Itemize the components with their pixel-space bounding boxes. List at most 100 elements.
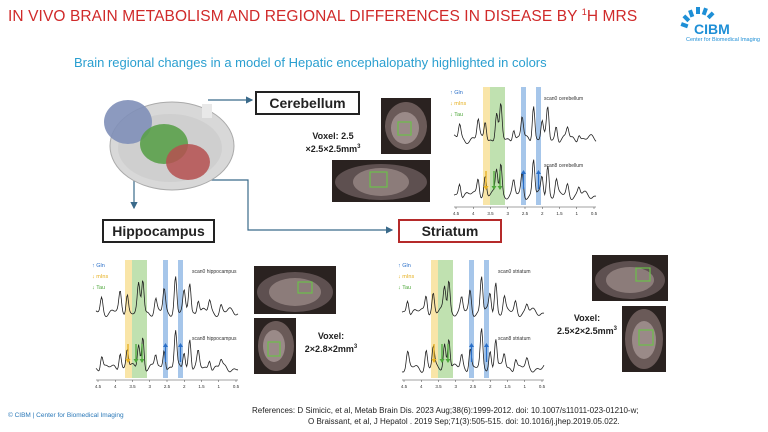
change-arrow [497,171,503,190]
hippocampus-voxel-line1: Voxel: [317,331,345,341]
hippocampus-sagittal-mri-image [254,318,296,374]
cerebellum-voxel-line1: Voxel: 2.5 [312,131,354,141]
change-arrow [536,170,541,189]
x-tick-label: 4 [472,211,475,216]
references: References: D Simicic, et al, Metab Brai… [252,405,639,427]
x-tick-label: 4 [114,384,117,389]
x-tick-label: 2.5 [522,211,529,216]
title-superscript: 1 [581,7,587,17]
striatum-coronal-mri-image [592,255,668,301]
striatum-sagittal-mri-image [622,306,666,372]
x-tick-label: 3.5 [435,384,442,389]
mins-band [125,260,132,378]
mins-band [483,87,490,205]
x-tick-label: 1 [217,384,220,389]
change-arrow [133,344,139,363]
x-tick-label: 3 [148,384,151,389]
striatum-label-box: Striatum [398,219,502,243]
x-tick-label: 1 [523,384,526,389]
hippocampus-legend-gln: ↑ Gln [92,263,105,269]
x-tick-label: 0.5 [233,384,240,389]
change-arrow [163,343,168,362]
x-tick-label: 3.5 [129,384,136,389]
x-tick-label: 4.5 [453,211,460,216]
hippocampus-voxel-line2: 2×2.8×2mm [304,344,354,354]
title-end: H MRS [586,8,638,26]
slide-subtitle: Brain regional changes in a model of Hep… [74,55,547,70]
x-tick-label: 3 [454,384,457,389]
x-tick-label: 2 [489,384,492,389]
scan8-trace [453,159,597,201]
cerebellum-legend-gln: ↑ Gln [450,90,463,96]
cerebellum-axial-mri-image [332,160,430,202]
change-arrow [439,344,445,363]
hippocampus-legend-tau: ↓ Tau [92,285,106,291]
striatum-voxel-line2: 2.5×2×2.5mm [557,326,614,336]
striatum-legend-gln: ↑ Gln [398,263,411,269]
cerebellum-scan8-label: scan8 cerebellum [544,163,584,169]
hippocampus-spectrum-plot: 4.5 4 3.5 3 2.5 2 1.5 1 0.5 [95,260,240,389]
scan0-trace [453,103,597,145]
scan0-trace [95,276,239,318]
logo-wordmark: CIBM [694,21,730,37]
cerebellum-scan0-label: scan0 cerebellum [544,96,584,102]
hippocampus-label-box: Hippocampus [102,219,215,243]
x-tick-label: 1.5 [556,211,563,216]
change-arrow [484,343,489,362]
change-arrow [125,344,131,363]
x-tick-label: 4.5 [95,384,102,389]
striatum-voxel-sup: 3 [613,326,617,332]
striatum-voxel-line1: Voxel: [573,313,601,323]
gln-band-1 [521,87,526,205]
x-tick-label: 2.5 [164,384,171,389]
striatum-legend-mins: ↓ mIns [398,274,415,280]
striatum-spectrum-plot: 4.5 4 3.5 3 2.5 2 1.5 1 0.5 [401,260,546,389]
change-arrow [431,344,437,363]
x-tick-label: 3.5 [487,211,494,216]
hippocampus-spectrum-panel: 4.5 4 3.5 3 2.5 2 1.5 1 0.5 ↑ Gln ↓ mIns ↓ Tau s… [92,258,242,390]
cerebellum-voxel-line2: ×2.5×2.5mm [305,144,358,154]
cerebellum-voxel-sup: 3 [357,144,361,150]
x-tick-label: 2.5 [470,384,477,389]
scan0-trace [401,276,545,318]
hippocampus-voxel-size: Voxel: 2×2.8×2mm3 [296,331,366,355]
x-tick-label: 0.5 [539,384,546,389]
x-tick-label: 3 [506,211,509,216]
striatum-voxel-size: Voxel: 2.5×2×2.5mm3 [546,313,628,337]
cerebellum-legend-tau: ↓ Tau [450,112,464,118]
change-arrow [469,343,474,362]
title-main: IN VIVO BRAIN METABOLISM AND REGIONAL DI… [8,8,582,26]
footer-copyright: © CIBM | Center for Biomedical Imaging [8,412,124,419]
gln-band-2 [484,260,489,378]
striatum-spectrum-panel: 4.5 4 3.5 3 2.5 2 1.5 1 0.5 ↑ Gln ↓ mIns ↓ Tau s… [398,258,548,390]
slide-title: IN VIVO BRAIN METABOLISM AND REGIONAL DI… [8,7,637,26]
brain-3d-illustration [104,100,235,191]
change-arrow [445,344,451,363]
reference-line-2: O Braissant, et al, J Hepatol . 2019 Sep… [308,417,620,426]
x-tick-label: 1.5 [504,384,511,389]
hippocampus-coronal-mri-image [254,266,336,314]
gln-band-2 [178,260,183,378]
x-tick-label: 1 [575,211,578,216]
hippocampus-voxel-sup: 3 [353,344,358,350]
logo-subtitle: Center for Biomedical Imaging [686,37,760,43]
x-tick-label: 4.5 [401,384,408,389]
change-arrow [491,171,497,190]
x-tick-label: 4 [420,384,423,389]
scan8-trace [95,330,239,373]
striatum-scan8-label: scan8 striatum [498,336,531,342]
hippocampus-scan8-label: scan8 hippocampus [192,336,237,342]
cerebellum-spectrum-plot: 4.5 4 3.5 3 2.5 2 1.5 1 0.5 [453,87,598,216]
reference-line-1: References: D Simicic, et al, Metab Brai… [252,406,639,415]
change-arrow [483,171,489,190]
cerebellum-label-box: Cerebellum [255,91,360,115]
cerebellum-sagittal-mri-image [381,98,431,154]
hippocampus-legend-mins: ↓ mIns [92,274,109,280]
striatum-scan0-label: scan0 striatum [498,269,531,275]
gln-band-2 [536,87,541,205]
mins-band [431,260,438,378]
scan8-trace [401,328,545,373]
gln-band-1 [163,260,168,378]
cerebellum-legend-mins: ↓ mIns [450,101,467,107]
change-arrow [521,170,526,189]
